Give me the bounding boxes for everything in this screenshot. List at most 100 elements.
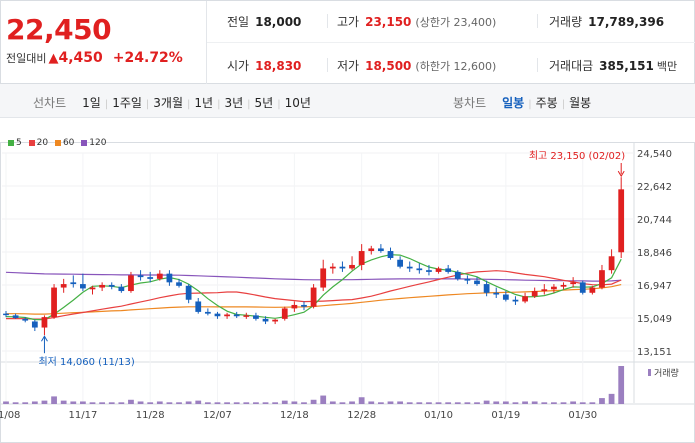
period-monthly[interactable]: 월봉 — [569, 96, 592, 110]
amount-label: 거래대금 — [549, 59, 594, 73]
divider — [327, 14, 328, 28]
candle-body — [378, 248, 384, 252]
candle-body — [368, 248, 375, 252]
candle-body — [310, 287, 317, 307]
volume-bar — [464, 402, 471, 404]
x-tick-label: 11/08 — [0, 410, 20, 421]
high-arrow-head-icon — [617, 170, 625, 178]
volume-bar — [156, 401, 163, 404]
row-divider — [207, 42, 695, 43]
prev-close-label: 전일 — [227, 15, 250, 29]
candle-chart-periods: 봉차트 일봉 | 주봉 | 월봉 — [453, 94, 595, 111]
volume-bar — [474, 402, 480, 404]
candle-body — [12, 315, 19, 318]
volume-bar — [301, 402, 307, 404]
candle-body — [358, 251, 365, 265]
volume-bar — [608, 393, 615, 404]
volume-bar — [426, 402, 432, 404]
volume-bar — [243, 402, 250, 404]
upper-limit: (상한가 23,400) — [415, 16, 497, 29]
divider — [537, 14, 538, 28]
volume-bar — [89, 402, 96, 404]
candle-chart-title: 봉차트 — [453, 96, 487, 110]
amount-cell: 거래대금 385,151 백만 — [549, 57, 677, 74]
candle-body — [618, 189, 625, 253]
candle-body — [243, 315, 250, 317]
y-tick-label: 20,744 — [637, 215, 672, 226]
candle-body — [406, 266, 413, 269]
volume-bar — [22, 402, 29, 404]
candle-body — [291, 304, 298, 309]
volume-bar — [618, 366, 625, 404]
current-price: 22,450 — [6, 13, 112, 46]
candle-body — [262, 318, 269, 322]
candle-body — [502, 294, 509, 300]
volume-bar — [262, 402, 269, 404]
candle-body — [253, 315, 259, 319]
x-tick-label: 11/17 — [68, 410, 97, 421]
candle-body — [281, 308, 288, 319]
candle-body — [89, 287, 96, 290]
candle-body — [483, 284, 490, 293]
candle-body — [70, 282, 77, 285]
volume-bar — [320, 395, 327, 404]
volume-bar — [358, 397, 365, 404]
candle-body — [185, 285, 192, 300]
candle-body — [80, 284, 86, 289]
volume-cell: 거래량 17,789,396 — [549, 13, 664, 30]
candle-body — [329, 266, 336, 269]
ma20-label: 20 — [36, 138, 49, 148]
period-1w[interactable]: 1주일 — [112, 96, 142, 110]
low-value: 18,500 — [365, 59, 412, 73]
prev-close-cell: 전일 18,000 — [227, 13, 301, 30]
volume-bar — [560, 402, 567, 404]
period-5y[interactable]: 5년 — [254, 96, 274, 110]
volume-bar — [589, 402, 596, 404]
volume-bar — [272, 402, 279, 404]
divider — [537, 58, 538, 72]
change-percent: +24.72% — [112, 50, 183, 66]
period-weekly[interactable]: 주봉 — [535, 96, 558, 110]
volume-bar — [599, 398, 605, 404]
volume-bar — [579, 402, 586, 404]
low-arrow-head-icon — [41, 335, 48, 342]
period-1y[interactable]: 1년 — [194, 96, 214, 110]
y-tick-label: 16,947 — [637, 281, 672, 292]
candle-body — [474, 280, 480, 285]
ma5-label: 5 — [16, 138, 22, 148]
divider: | — [277, 99, 281, 110]
period-3m[interactable]: 3개월 — [153, 96, 183, 110]
period-3y[interactable]: 3년 — [224, 96, 244, 110]
quote-panel: 22,450 전일대비 ▲4,450 +24.72% 전일 18,000 고가 23,1… — [0, 0, 695, 84]
period-1d[interactable]: 1일 — [82, 96, 101, 110]
ma60-label: 60 — [62, 138, 75, 148]
change-label: 전일대비 — [6, 52, 47, 65]
candle-body — [320, 268, 327, 288]
ma5-swatch — [8, 139, 14, 146]
x-tick-label: 11/28 — [136, 410, 165, 421]
volume-value: 17,789,396 — [588, 15, 665, 29]
volume-bar — [3, 401, 9, 404]
change-value: 4,450 — [58, 50, 103, 66]
candle-body — [204, 311, 211, 314]
candle-body — [166, 273, 173, 283]
volume-bar — [349, 401, 355, 404]
ma20-swatch — [28, 139, 35, 146]
period-daily[interactable]: 일봉 — [502, 96, 525, 110]
y-tick-label: 13,151 — [637, 347, 672, 358]
up-arrow-icon: ▲ — [48, 51, 59, 66]
volume-bar — [80, 401, 86, 404]
chart-toolbar: 선차트 1일 | 1주일 | 3개월 | 1년 | 3년 | 5년 | 10년 봉차트 일봉 | 주봉 | 월봉 — [0, 84, 695, 118]
candle-body — [570, 282, 577, 285]
price-box: 22,450 전일대비 ▲4,450 +24.72% — [1, 1, 207, 84]
period-10y[interactable]: 10년 — [284, 96, 311, 110]
candle-body — [176, 282, 182, 286]
change-row: 전일대비 ▲4,450 +24.72% — [6, 50, 183, 66]
volume-bar — [368, 401, 375, 404]
candle-body — [541, 289, 548, 292]
divider: | — [247, 99, 251, 110]
candle-body — [147, 277, 154, 279]
volume-bar — [435, 402, 442, 404]
x-tick-label: 12/28 — [347, 410, 376, 421]
candlestick-chart[interactable]: 24,540 22,642 20,744 18,846 16,947 15,049 13,1… — [0, 120, 695, 443]
